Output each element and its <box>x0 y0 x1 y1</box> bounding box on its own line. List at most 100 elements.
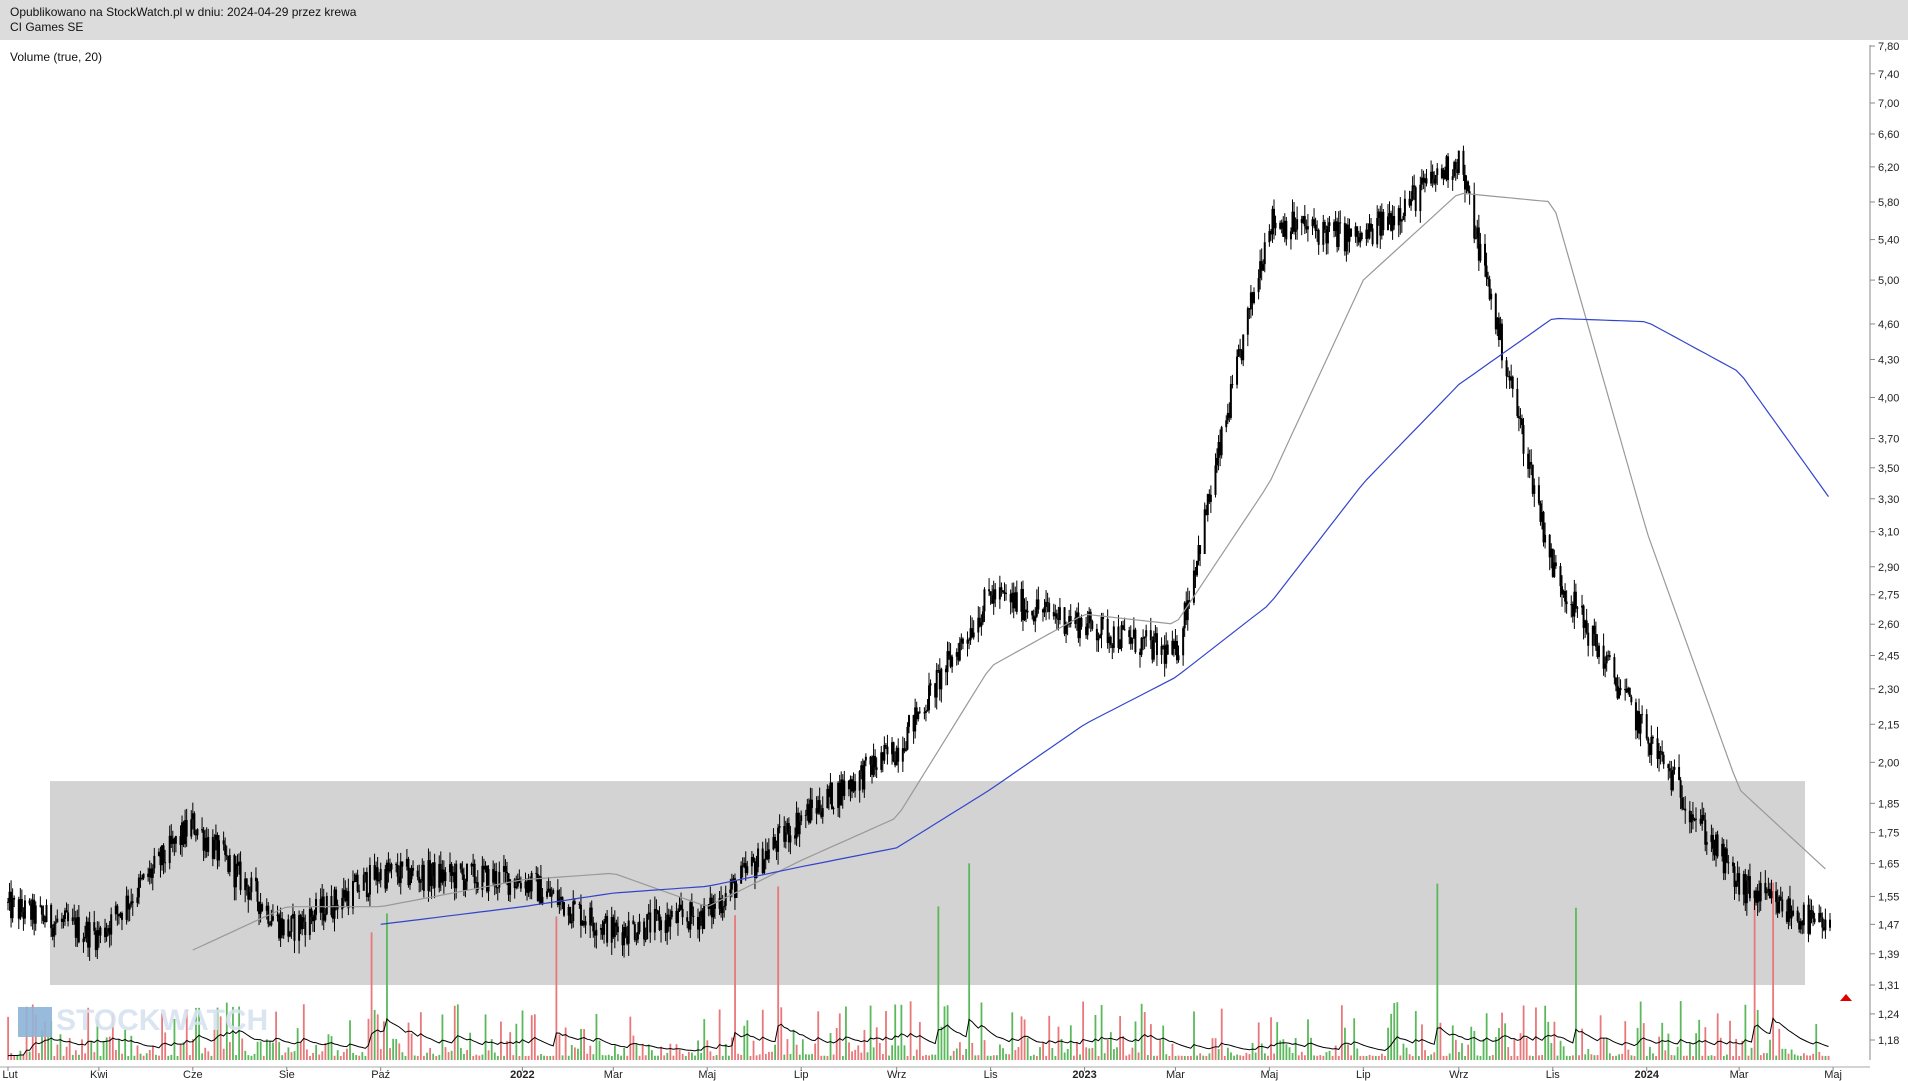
price-body-565 <box>1225 420 1228 428</box>
volume-bar-455 <box>1408 1054 1411 1060</box>
volume-bar-222 <box>691 1052 693 1060</box>
volume-bar-315 <box>977 1055 980 1060</box>
volume-bar-236 <box>734 915 736 1060</box>
price-body-684 <box>1479 243 1482 261</box>
price-body-502 <box>1088 611 1091 624</box>
price-body-40 <box>93 922 96 931</box>
x-tick-label-16: Lis <box>1546 1069 1561 1081</box>
volume-bar-32 <box>105 1037 108 1060</box>
volume-bar-591 <box>1827 1055 1830 1060</box>
price-body-3 <box>11 897 14 919</box>
volume-bar-351 <box>1088 1048 1091 1060</box>
volume-bar-274 <box>851 1051 854 1060</box>
price-body-789 <box>1705 842 1708 845</box>
price-body-844 <box>1824 919 1827 931</box>
price-body-504 <box>1091 621 1094 629</box>
price-body-104 <box>228 855 231 872</box>
volume-bar-343 <box>1063 1052 1066 1060</box>
price-body-146 <box>321 896 324 913</box>
volume-bar-92 <box>290 1052 293 1060</box>
price-body-398 <box>863 760 866 790</box>
price-body-725 <box>1570 604 1573 606</box>
price-body-552 <box>1195 560 1198 576</box>
volume-bar-386 <box>1196 1055 1198 1060</box>
price-body-85 <box>190 819 193 837</box>
price-body-443 <box>960 638 963 643</box>
price-body-201 <box>439 863 442 883</box>
price-body-105 <box>233 855 236 888</box>
volume-bar-160 <box>500 1021 502 1060</box>
volume-bar-548 <box>1695 1033 1698 1060</box>
price-body-679 <box>1468 191 1471 194</box>
price-body-336 <box>730 879 733 890</box>
price-body-597 <box>1293 211 1296 232</box>
price-body-118 <box>259 904 262 914</box>
volume-bar-427 <box>1322 1055 1325 1060</box>
volume-bar-126 <box>395 1039 398 1060</box>
price-body-653 <box>1413 185 1416 188</box>
y-tick-label-15: 2,90 <box>1878 562 1899 574</box>
volume-bar-253 <box>786 1039 789 1060</box>
price-body-752 <box>1627 688 1630 693</box>
volume-bar-494 <box>1528 1055 1531 1060</box>
volume-bar-278 <box>863 1030 866 1060</box>
price-body-234 <box>509 879 512 895</box>
price-body-532 <box>1152 636 1155 660</box>
price-body-675 <box>1462 150 1465 175</box>
price-body-514 <box>1112 626 1115 648</box>
price-body-280 <box>610 917 613 943</box>
volume-bar-374 <box>1159 1039 1162 1060</box>
price-body-356 <box>773 837 776 846</box>
price-body-604 <box>1306 226 1309 230</box>
volume-bar-586 <box>1812 1053 1815 1060</box>
volume-bar-164 <box>512 1055 515 1060</box>
volume-bar-384 <box>1190 1055 1192 1060</box>
volume-bar-57 <box>182 1042 185 1060</box>
volume-bar-332 <box>1029 1055 1032 1060</box>
price-body-59 <box>131 901 134 903</box>
volume-bar-334 <box>1036 1055 1038 1060</box>
price-body-329 <box>713 902 716 909</box>
price-body-288 <box>626 936 629 944</box>
volume-bar-434 <box>1344 1027 1346 1060</box>
price-body-296 <box>644 938 647 940</box>
price-body-292 <box>635 939 638 941</box>
volume-bar-469 <box>1451 1025 1454 1060</box>
y-tick-label-12: 3,50 <box>1878 463 1899 475</box>
price-body-335 <box>729 889 732 894</box>
price-body-786 <box>1701 815 1704 824</box>
price-body-428 <box>928 685 931 711</box>
volume-bar-40 <box>130 1035 133 1060</box>
price-body-489 <box>1058 607 1061 620</box>
price-bars-layer <box>7 145 1831 961</box>
volume-bar-581 <box>1796 1055 1799 1060</box>
price-body-614 <box>1328 222 1331 227</box>
volume-bar-28 <box>93 1052 96 1060</box>
price-body-463 <box>1003 592 1006 594</box>
volume-bar-250 <box>777 886 780 1060</box>
price-body-519 <box>1123 629 1126 631</box>
volume-bar-5 <box>22 1054 25 1060</box>
volume-bar-17 <box>59 1034 62 1060</box>
volume-bar-129 <box>404 1055 407 1060</box>
price-body-267 <box>581 921 584 926</box>
price-body-172 <box>376 867 379 882</box>
price-body-806 <box>1744 874 1747 904</box>
volume-bar-344 <box>1066 1048 1069 1060</box>
price-body-262 <box>570 921 573 923</box>
volume-bar-467 <box>1445 1055 1448 1060</box>
price-body-291 <box>633 924 636 940</box>
volume-bar-102 <box>321 1051 324 1060</box>
price-body-515 <box>1117 626 1120 648</box>
price-body-567 <box>1228 412 1231 418</box>
price-body-601 <box>1302 216 1305 223</box>
volume-bar-100 <box>315 1044 318 1060</box>
price-body-363 <box>787 823 790 843</box>
price-body-286 <box>623 927 626 946</box>
price-body-607 <box>1314 224 1317 231</box>
volume-bar-182 <box>567 1055 570 1060</box>
price-body-246 <box>536 874 539 902</box>
volume-bar-192 <box>598 1040 601 1060</box>
instrument-name: CI Games SE <box>10 20 84 34</box>
price-body-834 <box>1802 904 1805 926</box>
